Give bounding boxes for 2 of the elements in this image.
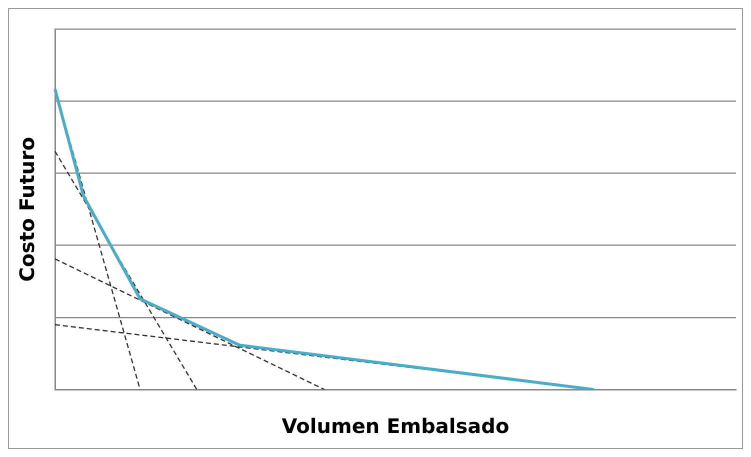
x-axis-title: Volumen Embalsado: [282, 414, 510, 438]
y-axis-title: Costo Futuro: [15, 136, 40, 282]
